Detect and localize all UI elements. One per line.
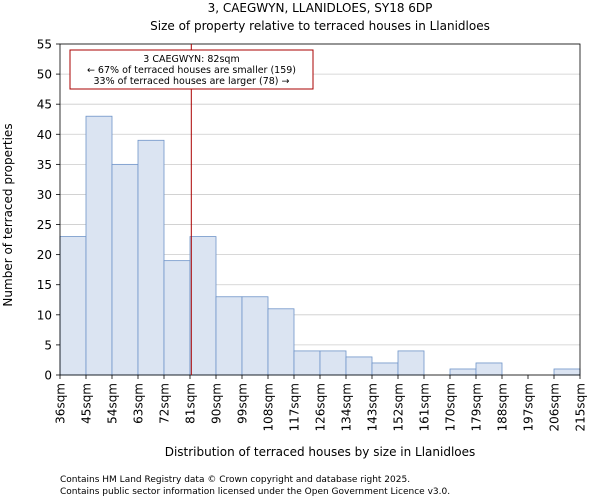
x-tick-label: 188sqm bbox=[496, 383, 510, 431]
y-axis-ticks: 0 5 10 15 20 25 30 35 40 45 50 55 bbox=[37, 38, 60, 383]
y-tick-label: 40 bbox=[37, 128, 52, 142]
x-tick-label: 179sqm bbox=[470, 383, 484, 431]
histogram-bar bbox=[60, 237, 86, 375]
y-tick-label: 25 bbox=[37, 218, 52, 232]
histogram-chart: 3, CAEGWYN, LLANIDLOES, SY18 6DP Size of… bbox=[0, 0, 600, 500]
y-tick-label: 20 bbox=[37, 248, 52, 262]
x-tick-label: 72sqm bbox=[158, 383, 172, 424]
x-tick-label: 126sqm bbox=[314, 383, 328, 431]
x-tick-label: 81sqm bbox=[184, 383, 198, 424]
histogram-bar bbox=[112, 164, 138, 375]
histogram-bar bbox=[216, 297, 242, 375]
x-tick-label: 108sqm bbox=[262, 383, 276, 431]
x-tick-label: 197sqm bbox=[522, 383, 536, 431]
x-tick-label: 45sqm bbox=[80, 383, 94, 424]
y-axis-label: Number of terraced properties bbox=[1, 123, 15, 306]
y-tick-label: 10 bbox=[37, 308, 52, 322]
chart-title-line1: 3, CAEGWYN, LLANIDLOES, SY18 6DP bbox=[208, 1, 433, 15]
y-tick-label: 35 bbox=[37, 158, 52, 172]
x-axis-label: Distribution of terraced houses by size … bbox=[165, 445, 476, 459]
histogram-bar bbox=[372, 363, 398, 375]
x-tick-label: 117sqm bbox=[288, 383, 302, 431]
histogram-bar bbox=[450, 369, 476, 375]
footer-line1: Contains HM Land Registry data © Crown c… bbox=[60, 475, 410, 485]
y-tick-label: 30 bbox=[37, 188, 52, 202]
y-tick-label: 50 bbox=[37, 68, 52, 82]
x-tick-label: 152sqm bbox=[392, 383, 406, 431]
histogram-bar bbox=[268, 309, 294, 375]
x-tick-label: 90sqm bbox=[210, 383, 224, 424]
x-tick-label: 99sqm bbox=[236, 383, 250, 424]
histogram-bar bbox=[138, 140, 164, 375]
x-tick-label: 161sqm bbox=[418, 383, 432, 431]
x-tick-label: 206sqm bbox=[548, 383, 562, 431]
y-tick-label: 45 bbox=[37, 98, 52, 112]
x-tick-label: 170sqm bbox=[444, 383, 458, 431]
histogram-bar bbox=[242, 297, 268, 375]
x-tick-label: 215sqm bbox=[574, 383, 588, 431]
histogram-bar bbox=[164, 261, 190, 375]
y-tick-label: 55 bbox=[37, 38, 52, 52]
chart-title-line2: Size of property relative to terraced ho… bbox=[150, 19, 490, 33]
histogram-bar bbox=[320, 351, 346, 375]
x-tick-label: 54sqm bbox=[106, 383, 120, 424]
histogram-bar bbox=[554, 369, 580, 375]
histogram-bar bbox=[86, 116, 112, 375]
y-tick-label: 5 bbox=[44, 338, 52, 352]
x-tick-label: 36sqm bbox=[54, 383, 68, 424]
histogram-bar bbox=[294, 351, 320, 375]
x-axis-ticks: 36sqm 45sqm 54sqm 63sqm 72sqm 81sqm 90sqm 99sqm… bbox=[54, 375, 588, 431]
y-tick-label: 15 bbox=[37, 278, 52, 292]
annotation-larger: 33% of terraced houses are larger (78) → bbox=[94, 76, 290, 87]
bars bbox=[60, 116, 580, 375]
histogram-bar bbox=[190, 237, 216, 375]
histogram-bar bbox=[398, 351, 424, 375]
annotation-title: 3 CAEGWYN: 82sqm bbox=[143, 54, 239, 65]
histogram-bar bbox=[346, 357, 372, 375]
y-tick-label: 0 bbox=[44, 369, 52, 383]
annotation-smaller: ← 67% of terraced houses are smaller (15… bbox=[87, 65, 296, 76]
histogram-bar bbox=[476, 363, 502, 375]
x-tick-label: 134sqm bbox=[340, 383, 354, 431]
x-tick-label: 63sqm bbox=[132, 383, 146, 424]
footer-line2: Contains public sector information licen… bbox=[60, 487, 450, 497]
x-tick-label: 143sqm bbox=[366, 383, 380, 431]
